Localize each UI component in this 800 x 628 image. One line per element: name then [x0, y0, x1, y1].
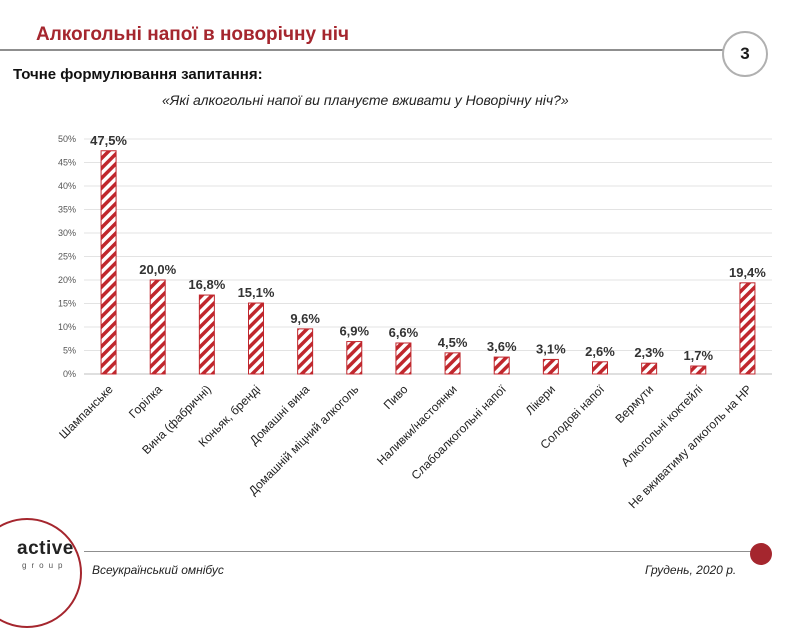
- value-label: 2,3%: [634, 345, 664, 360]
- bar-chart: 0% 5% 10% 15% 20% 25% 30% 35% 40% 45% 50% 47,5% 20,…: [56, 133, 772, 511]
- bars: [100, 150, 756, 375]
- y-axis-ticks: 0% 5% 10% 15% 20% 25% 30% 35% 40% 45% 50%: [58, 134, 76, 379]
- bar: [100, 150, 117, 375]
- value-label: 15,1%: [238, 285, 275, 300]
- logo-subtext: group: [22, 561, 68, 570]
- gridlines: [84, 138, 772, 375]
- bar: [149, 279, 166, 375]
- value-label: 1,7%: [683, 348, 713, 363]
- value-label: 3,6%: [487, 339, 517, 354]
- y-tick-label: 0%: [63, 369, 76, 379]
- value-label: 2,6%: [585, 344, 615, 359]
- y-tick-label: 5%: [63, 346, 76, 356]
- bar: [297, 328, 314, 375]
- y-tick-label: 35%: [58, 205, 76, 215]
- question-text: «Які алкогольні напої ви плануєте вживат…: [162, 92, 569, 108]
- y-tick-label: 15%: [58, 299, 76, 309]
- value-label: 20,0%: [139, 262, 176, 277]
- y-tick-label: 50%: [58, 134, 76, 144]
- value-labels: 47,5% 20,0% 16,8% 15,1% 9,6% 6,9% 6,6% 4,5% 3,6%…: [90, 133, 766, 363]
- y-tick-label: 25%: [58, 252, 76, 262]
- value-label: 19,4%: [729, 265, 766, 280]
- bar: [493, 356, 510, 375]
- bar: [641, 362, 658, 375]
- value-label: 47,5%: [90, 133, 127, 148]
- footer-divider: [84, 551, 754, 552]
- y-tick-label: 45%: [58, 158, 76, 168]
- category-label: Лікери: [523, 382, 558, 417]
- bar: [690, 365, 707, 375]
- footer-date: Грудень, 2020 р.: [645, 563, 737, 577]
- category-label: Горілка: [126, 382, 165, 421]
- question-label: Точне формулювання запитання:: [13, 66, 263, 83]
- category-label: Алкогольні коктейлі: [618, 382, 705, 469]
- value-label: 4,5%: [438, 335, 468, 350]
- value-label: 6,6%: [389, 325, 419, 340]
- value-label: 9,6%: [290, 311, 320, 326]
- bar: [444, 352, 461, 375]
- category-label: Вермути: [612, 382, 656, 426]
- bar: [592, 361, 608, 375]
- category-label: Шампанське: [56, 382, 116, 442]
- footer-dot: [750, 543, 772, 565]
- category-label: Пиво: [381, 382, 411, 412]
- page-number: 3: [722, 31, 768, 77]
- logo-text: active: [17, 538, 74, 559]
- value-label: 3,1%: [536, 341, 566, 356]
- bar: [395, 342, 412, 375]
- y-tick-label: 30%: [58, 228, 76, 238]
- value-label: 16,8%: [188, 277, 225, 292]
- bar: [739, 282, 756, 375]
- bar: [198, 294, 215, 375]
- y-tick-label: 10%: [58, 322, 76, 332]
- bar: [346, 341, 363, 375]
- title-divider: [0, 49, 726, 51]
- y-tick-label: 20%: [58, 275, 76, 285]
- value-label: 6,9%: [339, 324, 369, 339]
- bar: [542, 358, 559, 375]
- footer-source: Всеукраїнський омнібус: [92, 563, 224, 577]
- bar: [248, 302, 264, 375]
- slide-title: Алкогольні напої в новорічну ніч: [36, 24, 350, 45]
- category-label: Слабоалкогольні напої: [409, 382, 510, 483]
- y-tick-label: 40%: [58, 181, 76, 191]
